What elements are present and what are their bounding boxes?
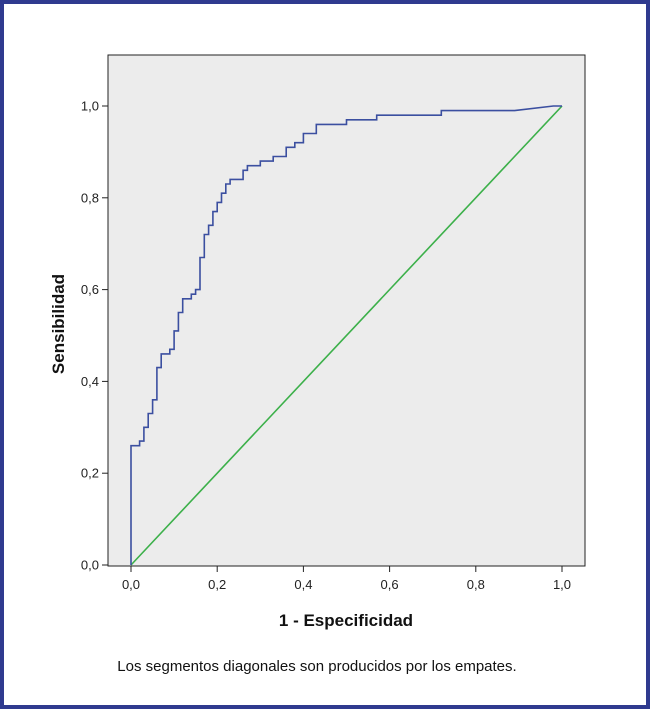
x-tick-label: 1,0 [553,577,571,592]
y-tick-label: 0,0 [81,558,99,573]
y-tick-label: 0,6 [81,282,99,297]
y-tick-label: 0,4 [81,374,99,389]
y-axis-title: Sensibilidad [49,274,68,374]
plot-area [107,54,586,567]
x-axis-title: 1 - Especificidad [279,611,413,630]
x-tick-label: 0,0 [122,577,140,592]
y-tick-label: 0,8 [81,190,99,205]
x-tick-label: 0,4 [294,577,312,592]
footnote: Los segmentos diagonales son producidos … [117,658,517,675]
y-axis: 0,0 0,2 0,4 0,6 0,8 1,0 [81,99,108,573]
x-axis: 0,0 0,2 0,4 0,6 0,8 1,0 [122,566,571,592]
x-tick-label: 0,6 [381,577,399,592]
x-tick-label: 0,8 [467,577,485,592]
x-tick-label: 0,2 [208,577,226,592]
y-tick-label: 0,2 [81,466,99,481]
roc-chart: 0,0 0,2 0,4 0,6 0,8 1,0 0,0 0,2 0,4 0,6 0,8 1,0 1 … [49,54,586,630]
roc-curve [130,105,562,565]
series-group [130,105,563,566]
y-tick-label: 1,0 [81,99,99,114]
reference-diagonal [130,105,563,566]
